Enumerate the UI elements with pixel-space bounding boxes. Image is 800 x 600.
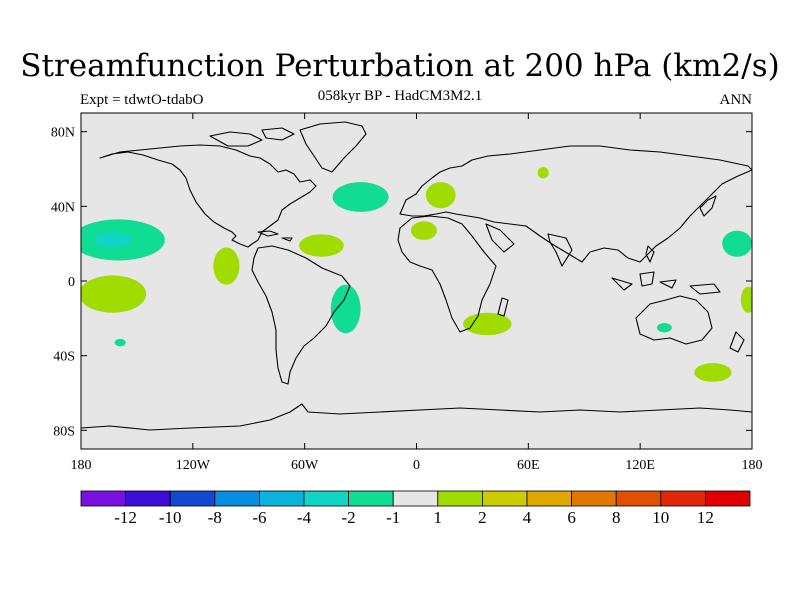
anomaly-west-pacific-negative bbox=[722, 230, 752, 257]
colorbar-swatch bbox=[481, 490, 528, 507]
x-tick-label: 180 bbox=[742, 458, 763, 473]
y-tick-label: 80S bbox=[53, 424, 75, 439]
map-background bbox=[81, 113, 752, 449]
anomaly-north-atlantic-negative bbox=[332, 182, 389, 212]
anomaly-north-pacific-core bbox=[94, 232, 132, 248]
colorbar-swatch bbox=[258, 490, 305, 507]
y-tick-label: 0 bbox=[68, 275, 75, 290]
x-tick-label: 180 bbox=[71, 458, 92, 473]
coast-japan bbox=[645, 195, 717, 263]
colorbar-label: 12 bbox=[697, 508, 714, 527]
anomaly-south-africa-positive bbox=[463, 312, 512, 336]
map-axes: 180 120W 60W 0 60E 120E 180 80N 40N 0 40S 80S bbox=[51, 113, 763, 473]
colorbar-label: 1 bbox=[434, 508, 443, 527]
coast-eurasia bbox=[399, 145, 752, 263]
anomaly-mediterranean-positive bbox=[410, 221, 438, 240]
colorbar-label: 8 bbox=[612, 508, 621, 527]
colorbar-swatch bbox=[214, 490, 260, 507]
colorbar-swatch bbox=[80, 490, 126, 507]
experiment-label: Expt = tdwtO-tdabO bbox=[80, 92, 204, 108]
colorbar-swatch bbox=[526, 490, 572, 507]
coast-indonesia bbox=[611, 271, 721, 295]
x-tick-label: 120W bbox=[176, 458, 211, 473]
colorbar-label: -2 bbox=[342, 508, 356, 527]
colorbar-swatch bbox=[392, 490, 439, 507]
colorbar-swatch bbox=[571, 490, 617, 507]
colorbar-swatch bbox=[125, 490, 171, 507]
colorbar-label: -12 bbox=[114, 508, 137, 527]
coast-greenland bbox=[299, 121, 367, 173]
anomaly-europe-positive bbox=[425, 182, 456, 209]
anomaly-central-asia-negative bbox=[537, 167, 549, 179]
colorbar-label: -1 bbox=[386, 508, 400, 527]
y-tick-label: 40N bbox=[51, 200, 75, 215]
colorbar-swatch bbox=[705, 490, 751, 507]
anomaly-east-pacific-positive bbox=[213, 247, 240, 285]
colorbar-label: -4 bbox=[297, 508, 312, 527]
coast-north-america bbox=[99, 144, 317, 248]
period-model-label: 058kyr BP - HadCM3M2.1 bbox=[317, 88, 483, 104]
coast-madagascar bbox=[497, 297, 509, 317]
colorbar: -12 -10 -8 -6 -4 -2 -1 1 2 4 6 8 10 12 bbox=[80, 490, 751, 527]
colorbar-label: -10 bbox=[159, 508, 182, 527]
colorbar-label: 4 bbox=[523, 508, 532, 527]
colorbar-swatch bbox=[660, 490, 706, 507]
colorbar-label: 6 bbox=[567, 508, 576, 527]
y-tick-label: 40S bbox=[53, 350, 75, 365]
x-tick-label: 0 bbox=[413, 458, 420, 473]
colorbar-label: 10 bbox=[652, 508, 669, 527]
colorbar-label: 2 bbox=[478, 508, 487, 527]
coast-new-zealand bbox=[729, 331, 745, 353]
colorbar-swatch bbox=[437, 490, 483, 507]
anomaly-mid-atlantic-positive bbox=[299, 234, 344, 257]
coast-arabia-india bbox=[485, 223, 573, 267]
anomaly-dateline-positive bbox=[740, 286, 752, 313]
anomaly-australia-negative bbox=[656, 323, 672, 333]
y-tick-label: 80N bbox=[51, 126, 75, 141]
coast-australia bbox=[635, 295, 713, 345]
coast-antarctica bbox=[81, 403, 752, 431]
anomaly-layer bbox=[81, 167, 752, 382]
colorbar-swatch bbox=[615, 490, 662, 507]
colorbar-swatch bbox=[303, 490, 349, 507]
season-label: ANN bbox=[719, 92, 753, 108]
x-tick-label: 120E bbox=[625, 458, 655, 473]
colorbar-label: -8 bbox=[208, 508, 222, 527]
coast-south-america bbox=[251, 245, 351, 385]
colorbar-label: -6 bbox=[252, 508, 266, 527]
anomaly-south-pacific-positive bbox=[694, 363, 732, 382]
plot-title: Streamfunction Perturbation at 200 hPa (… bbox=[20, 48, 780, 84]
x-tick-label: 60W bbox=[291, 458, 319, 473]
coast-caribbean bbox=[257, 230, 293, 242]
x-tick-label: 60E bbox=[517, 458, 540, 473]
anomaly-tropical-pacific-positive bbox=[81, 275, 147, 313]
coast-arctic-islands bbox=[209, 127, 295, 147]
anomaly-south-atlantic-negative bbox=[330, 284, 361, 334]
colorbar-swatch bbox=[348, 490, 394, 507]
anomaly-south-pacific-small-negative bbox=[114, 338, 126, 347]
colorbar-swatch bbox=[169, 490, 216, 507]
coast-africa bbox=[397, 215, 497, 333]
coastlines bbox=[81, 121, 752, 431]
